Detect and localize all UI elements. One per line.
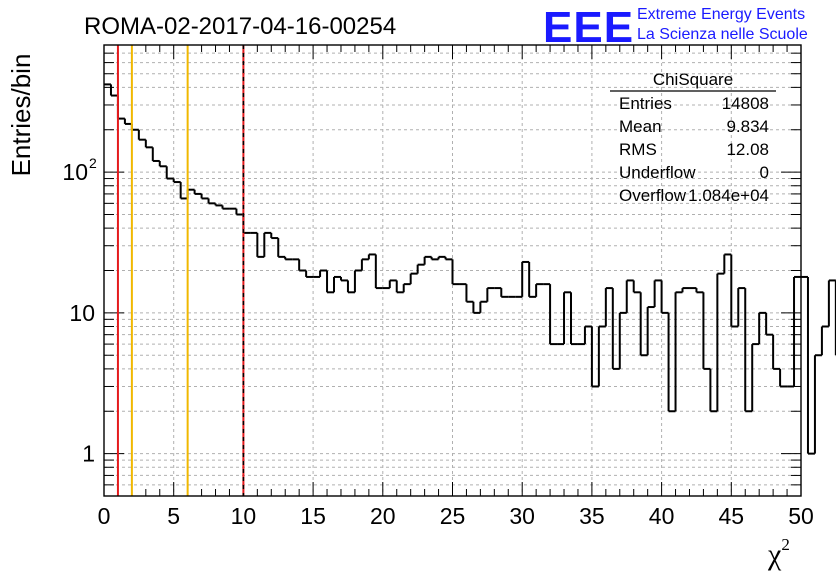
eee-logo-line2: La Scienza nelle Scuole: [637, 26, 808, 43]
stats-row-value: 1.084e+04: [688, 186, 769, 205]
x-tick-label: 50: [788, 503, 814, 529]
stats-box-title: ChiSquare: [653, 70, 733, 89]
x-tick-label: 45: [719, 503, 745, 529]
x-tick-label: 20: [370, 503, 396, 529]
axis-ticks: [103, 44, 802, 497]
stats-row-label: Mean: [619, 117, 662, 136]
y-tick-label: 1: [82, 441, 95, 467]
x-tick-label: 30: [509, 503, 535, 529]
stats-row-value: 9.834: [726, 117, 769, 136]
x-axis-label: χ2: [767, 535, 790, 571]
stats-row-value: 0: [760, 163, 769, 182]
x-tick-label: 40: [649, 503, 675, 529]
plot-frame: [103, 44, 802, 497]
chart-title: ROMA-02-2017-04-16-00254: [84, 13, 396, 40]
x-axis-label-base: χ: [767, 538, 782, 571]
stats-row-label: Overflow: [619, 186, 687, 205]
y-axis-label: Entries/bin: [6, 54, 36, 177]
x-tick-label: 0: [98, 503, 111, 529]
eee-logo: EEE Extreme Energy Events La Scienza nel…: [543, 3, 808, 52]
y-tick-label: 10: [69, 300, 95, 326]
stats-row-value: 12.08: [726, 140, 769, 159]
vertical-markers: [116, 45, 245, 496]
x-tick-label: 25: [440, 503, 466, 529]
x-tick-label: 5: [167, 503, 180, 529]
x-axis-label-superscript: 2: [781, 535, 790, 554]
stats-row-label: RMS: [619, 140, 657, 159]
stats-row-label: Entries: [619, 94, 672, 113]
eee-logo-line1: Extreme Energy Events: [637, 6, 805, 23]
y-tick-label-exponent: 2: [89, 155, 97, 171]
eee-logo-mark: EEE: [543, 3, 634, 52]
stats-row-value: 14808: [722, 94, 769, 113]
x-tick-label: 35: [579, 503, 605, 529]
stats-box-rows: Entries 14808 Mean 9.834 RMS 12.08 Underflow 0 O…: [619, 94, 769, 205]
stats-row-label: Underflow: [619, 163, 696, 182]
stats-box: ChiSquare Entries 14808 Mean 9.834 RMS 12.08 U…: [610, 70, 776, 205]
x-tick-label: 15: [300, 503, 326, 529]
x-tick-label: 10: [231, 503, 257, 529]
x-tick-labels: 0 5 10 15 20 25 30 35 40 45 50: [98, 503, 814, 529]
y-tick-label: 10: [62, 159, 88, 185]
